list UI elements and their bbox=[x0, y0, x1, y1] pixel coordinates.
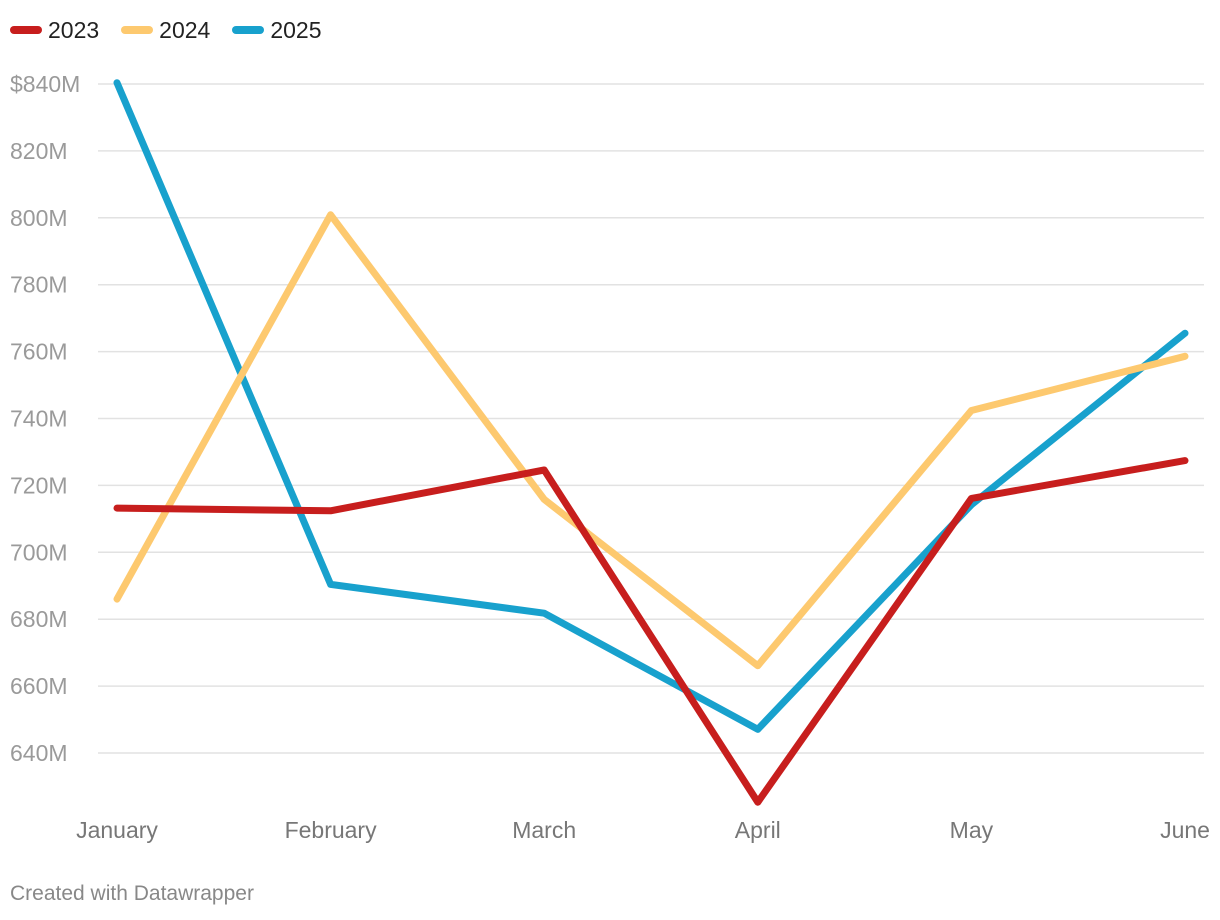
x-tick-label: January bbox=[76, 817, 158, 843]
y-tick-label: $840M bbox=[10, 71, 80, 97]
legend-item-2024: 2024 bbox=[121, 17, 210, 44]
footer-credit: Created with Datawrapper bbox=[10, 882, 254, 905]
chart-legend: 2023 2024 2025 bbox=[10, 14, 344, 46]
x-tick-label: February bbox=[285, 817, 378, 843]
series-line-2025 bbox=[113, 79, 1189, 733]
y-tick-label: 640M bbox=[10, 740, 68, 766]
y-tick-label: 680M bbox=[10, 606, 68, 632]
legend-swatch bbox=[121, 26, 154, 34]
y-tick-label: 740M bbox=[10, 406, 68, 432]
legend-item-2023: 2023 bbox=[10, 17, 99, 44]
legend-item-2025: 2025 bbox=[232, 16, 322, 44]
y-tick-label: 820M bbox=[10, 138, 68, 164]
y-gridlines bbox=[98, 83, 1204, 754]
legend-label: 2023 bbox=[48, 16, 100, 43]
x-tick-label: June bbox=[1160, 817, 1210, 843]
y-tick-label: 800M bbox=[10, 205, 68, 231]
y-tick-label: 660M bbox=[10, 673, 68, 699]
legend-label: 2024 bbox=[159, 16, 211, 43]
x-tick-label: April bbox=[735, 817, 781, 843]
x-tick-label: May bbox=[950, 817, 994, 843]
legend-swatch bbox=[232, 26, 265, 34]
legend-swatch bbox=[10, 26, 42, 34]
series-line-2024 bbox=[113, 211, 1189, 670]
series-line-2023 bbox=[113, 457, 1189, 806]
legend-label: 2025 bbox=[270, 16, 322, 43]
y-tick-label: 720M bbox=[10, 472, 68, 498]
y-tick-label: 780M bbox=[10, 272, 68, 298]
x-tick-label: March bbox=[512, 817, 576, 843]
y-tick-label: 760M bbox=[10, 339, 68, 365]
y-tick-label: 700M bbox=[10, 539, 68, 565]
